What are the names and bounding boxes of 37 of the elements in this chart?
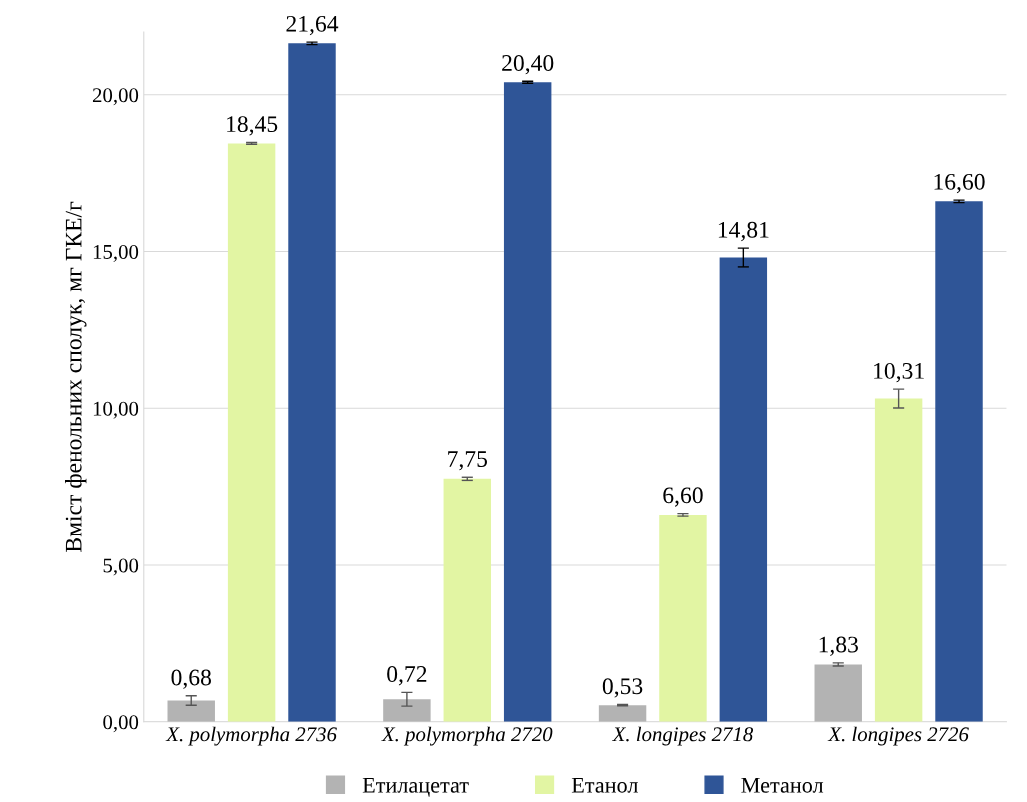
- data-label: 0,53: [602, 678, 643, 698]
- data-label: 6,60: [663, 487, 703, 507]
- x-tick-label: X. polymorpha 2736: [165, 726, 337, 746]
- data-label: 16,60: [934, 173, 985, 194]
- data-label: 0,68: [171, 669, 211, 689]
- bar: [719, 257, 768, 722]
- bar: [443, 478, 492, 722]
- y-tick-label: 5,00: [103, 558, 139, 576]
- data-label: 1,83: [819, 636, 858, 656]
- bar: [598, 705, 647, 722]
- bar: [383, 699, 431, 722]
- data-label: 14,81: [718, 221, 769, 242]
- data-label: 10,31: [874, 362, 924, 383]
- x-tick-label: X. longipes 2718: [611, 726, 754, 746]
- y-tick-label: 10,00: [93, 401, 139, 419]
- x-tick-label: X. longipes 2726: [827, 726, 969, 746]
- legend-label: Метанол: [741, 777, 824, 793]
- bar: [935, 201, 983, 722]
- y-tick-label: 15,00: [93, 244, 139, 262]
- data-label: 7,75: [448, 451, 488, 471]
- data-label: 0,72: [387, 666, 427, 686]
- legend-label: Етилацетат: [362, 777, 469, 797]
- bar: [659, 514, 707, 722]
- bar: [167, 700, 215, 722]
- bar: [814, 664, 862, 722]
- bar: [874, 398, 923, 722]
- y-axis-title: Вміст фенольних сполук, мг ГКЕ/г: [65, 201, 87, 552]
- data-label: 21,64: [286, 15, 339, 36]
- bar: [288, 43, 336, 722]
- data-label: 18,45: [227, 116, 278, 136]
- y-tick-label: 20,00: [92, 88, 139, 106]
- data-label: 20,40: [502, 55, 554, 75]
- y-tick-label: 0,00: [103, 715, 139, 733]
- bar: [227, 143, 276, 722]
- x-tick-label: X. polymorpha 2720: [381, 726, 553, 746]
- legend-label: Етанол: [571, 777, 638, 793]
- bar: [503, 82, 552, 722]
